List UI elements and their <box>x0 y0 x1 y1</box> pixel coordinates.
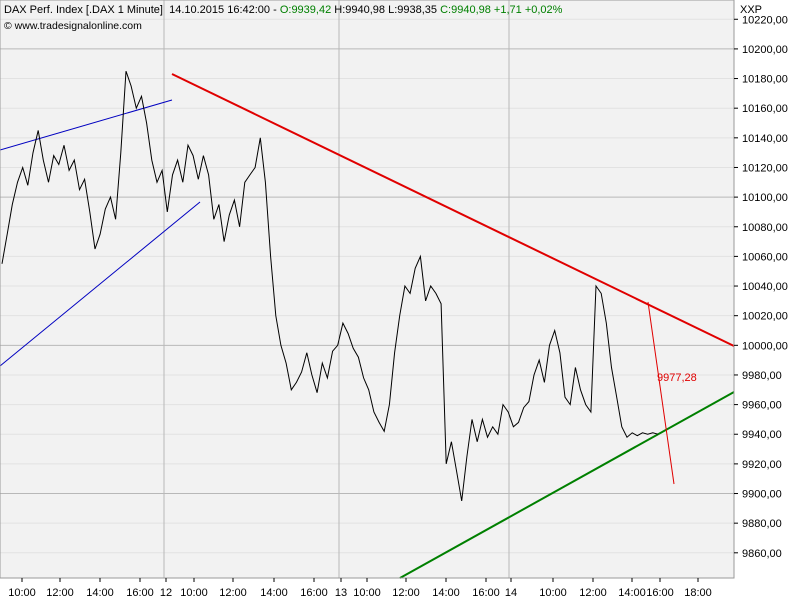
y-tick-label: 10160,00 <box>742 103 788 115</box>
x-tick-label: 12:00 <box>219 587 247 599</box>
channel-lower-line <box>0 201 201 367</box>
y-tick-label: 9860,00 <box>742 548 782 560</box>
y-tick-label: 10200,00 <box>742 44 788 56</box>
x-tick-label: 14:00 <box>432 587 460 599</box>
y-tick-label: 9980,00 <box>742 370 782 382</box>
y-tick-label: 10100,00 <box>742 192 788 204</box>
x-tick-label: 16:00 <box>472 587 500 599</box>
x-tick-label: 10:00 <box>539 587 567 599</box>
open-value: O:9939,42 <box>279 4 332 16</box>
y-tick-label: 9900,00 <box>742 489 782 501</box>
x-tick-label: 16:00 <box>300 587 328 599</box>
y-axis: 10220,00 10200,00 10180,00 10160,00 10140,00… <box>734 14 788 560</box>
x-axis: 10:00 12:00 14:00 16:00 12 10:00 12:00 14:00 16:… <box>8 578 712 599</box>
x-tick-label: 14:00 <box>618 587 646 599</box>
x-tick-label: 18:00 <box>684 587 712 599</box>
symbol-label: DAX Perf. Index [.DAX 1 Minute] <box>4 4 163 16</box>
copyright-label: © www.tradesignalonline.com <box>4 20 142 32</box>
x-tick-label: 16:00 <box>126 587 154 599</box>
x-tick-label: 10:00 <box>180 587 208 599</box>
axis-unit-label: XXP <box>740 4 763 16</box>
x-day-label: 14 <box>505 587 517 599</box>
price-series-line <box>1 70 659 501</box>
change-pct-value: +0,02% <box>524 4 563 16</box>
y-tick-label: 10020,00 <box>742 311 788 323</box>
y-tick-label: 10120,00 <box>742 162 788 174</box>
y-tick-label: 10220,00 <box>742 14 788 26</box>
x-tick-label: 10:00 <box>8 587 36 599</box>
x-tick-label: 14:00 <box>86 587 114 599</box>
low-value: L:9938,35 <box>388 4 438 16</box>
y-tick-label: 9960,00 <box>742 400 782 412</box>
grid-lines <box>0 18 734 554</box>
y-tick-label: 10040,00 <box>742 281 788 293</box>
x-tick-label: 16:00 <box>646 587 674 599</box>
up-trendline <box>399 391 735 579</box>
projection-line <box>647 301 675 485</box>
x-tick-label: 12:00 <box>46 587 74 599</box>
y-tick-label: 9940,00 <box>742 429 782 441</box>
plot-background <box>0 0 734 578</box>
datetime-label: 14.10.2015 16:42:00 <box>169 4 271 16</box>
annotation-label: 9977,28 <box>657 372 697 384</box>
y-tick-label: 10080,00 <box>742 222 788 234</box>
close-value: C:9940,98 <box>440 4 491 16</box>
chart-header: DAX Perf. Index [.DAX 1 Minute] 14.10.20… <box>4 4 563 16</box>
high-value: H:9940,98 <box>334 4 386 16</box>
y-tick-label: 9880,00 <box>742 518 782 530</box>
x-tick-label: 10:00 <box>353 587 381 599</box>
change-value: +1,71 <box>493 4 522 16</box>
x-tick-label: 12:00 <box>579 587 607 599</box>
x-day-label: 12 <box>160 587 172 599</box>
x-tick-label: 12:00 <box>392 587 420 599</box>
y-tick-label: 9920,00 <box>742 459 782 471</box>
y-tick-label: 10180,00 <box>742 74 788 86</box>
x-day-label: 13 <box>335 587 347 599</box>
x-tick-label: 14:00 <box>260 587 288 599</box>
day-separators <box>163 0 510 578</box>
y-tick-label: 10000,00 <box>742 340 788 352</box>
y-tick-label: 10140,00 <box>742 133 788 145</box>
y-tick-label: 10060,00 <box>742 251 788 263</box>
down-trendline <box>171 73 735 347</box>
